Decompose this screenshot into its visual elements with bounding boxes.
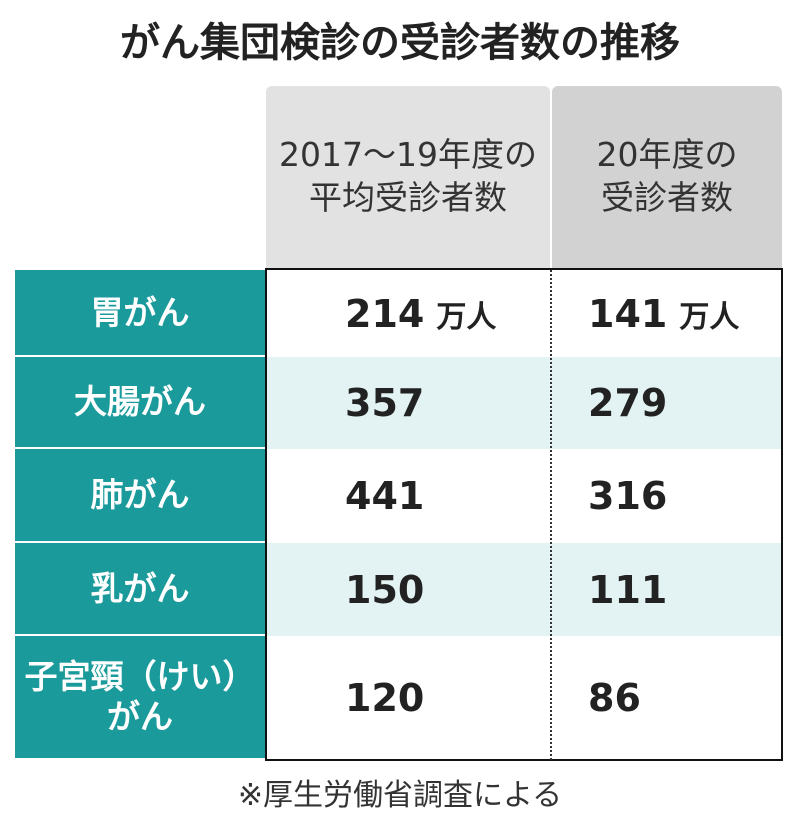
- row-label: 肺がん: [15, 449, 265, 543]
- value: 120: [345, 676, 425, 720]
- row-label: 大腸がん: [15, 357, 265, 449]
- column-header: 2017～19年度の 平均受診者数: [266, 86, 550, 268]
- row-background: [266, 449, 782, 543]
- row-label: 乳がん: [15, 543, 265, 636]
- header-line: 20年度の: [596, 135, 738, 175]
- value: 214: [345, 291, 425, 336]
- table-border: [265, 268, 783, 761]
- value-cell: 86: [588, 636, 641, 760]
- unit: 万人: [436, 299, 497, 335]
- header-line: 平均受診者数: [309, 178, 507, 217]
- label-line: 大腸がん: [74, 382, 206, 422]
- title: がん集団検診の受診者数の推移: [120, 20, 680, 66]
- value-cell: 279: [588, 357, 667, 449]
- header-line: 2017～19年度の: [279, 135, 537, 175]
- column-header: 20年度の 受診者数: [552, 86, 782, 268]
- value-cell: 141 万人: [588, 270, 739, 357]
- value: 279: [588, 381, 668, 425]
- footnote: ※厚生労働省調査による: [237, 778, 563, 813]
- value: 86: [588, 676, 641, 720]
- value: 150: [345, 567, 425, 612]
- unit: 万人: [679, 299, 740, 335]
- value: 357: [345, 381, 425, 425]
- value-cell: 120: [345, 636, 424, 760]
- row-label: 子宮頸（けい） がん: [15, 636, 265, 760]
- value-cell: 441: [345, 449, 424, 543]
- header-line: 受診者数: [601, 178, 733, 217]
- row-label: 胃がん: [15, 270, 265, 357]
- value-cell: 316: [588, 449, 667, 543]
- label-line: 乳がん: [90, 568, 190, 608]
- value-cell: 111: [588, 543, 667, 636]
- value: 111: [588, 567, 668, 612]
- row-background: [266, 270, 782, 357]
- label-line: がん: [107, 697, 173, 736]
- label-line: 胃がん: [90, 292, 190, 332]
- row-background: [266, 636, 782, 760]
- value-cell: 214 万人: [345, 270, 496, 357]
- value: 441: [345, 474, 425, 518]
- value: 316: [588, 474, 668, 518]
- label-line: 子宮頸（けい）: [24, 657, 256, 697]
- value-cell: 357: [345, 357, 424, 449]
- row-background: [266, 357, 782, 449]
- row-background: [266, 543, 782, 636]
- value-cell: 150: [345, 543, 424, 636]
- label-line: 肺がん: [90, 475, 190, 515]
- value: 141: [588, 291, 668, 336]
- column-divider: [550, 270, 552, 760]
